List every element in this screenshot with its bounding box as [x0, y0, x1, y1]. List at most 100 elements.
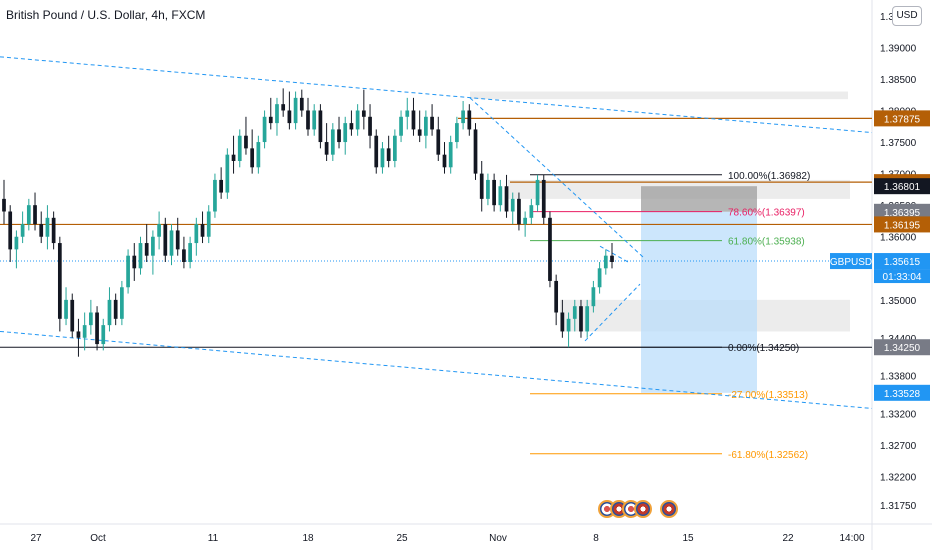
candle-body	[399, 116, 403, 136]
x-tick-label: 22	[782, 533, 794, 544]
candle-body	[281, 104, 286, 111]
candle-body	[219, 179, 224, 193]
candle-body	[355, 110, 360, 130]
candle-body	[113, 299, 118, 319]
y-tick-label: 1.38500	[880, 75, 917, 86]
candle-body	[120, 287, 124, 319]
x-tick-label: 15	[682, 533, 694, 544]
x-tick-label: 8	[593, 533, 599, 544]
symbol-label: GBPUSD	[830, 257, 872, 268]
candle-body	[411, 110, 416, 130]
fib-level-label: -61.80%(1.32562)	[728, 450, 808, 461]
y-tick-label: 1.31750	[880, 501, 917, 512]
candle-body	[175, 230, 180, 250]
candle-body	[430, 116, 434, 130]
candle-body	[473, 129, 478, 174]
candle-body	[2, 198, 6, 212]
candle-body	[57, 243, 62, 319]
candle-body	[517, 198, 521, 225]
candle-body	[151, 236, 155, 256]
candle-body	[138, 243, 143, 269]
x-tick-label: 27	[30, 533, 42, 544]
price-label-tag	[874, 339, 930, 356]
candle-body	[262, 116, 267, 143]
candle-body	[293, 97, 298, 124]
candle-body	[504, 186, 509, 212]
candle-body	[529, 205, 534, 218]
countdown-tag	[874, 269, 930, 284]
y-tick-label: 1.35000	[880, 296, 917, 307]
candle-body	[76, 331, 81, 338]
candle-body	[237, 135, 242, 161]
candle-body	[33, 205, 37, 225]
x-tick-label: 14:00	[839, 533, 864, 544]
price-label-text: 1.36195	[884, 220, 921, 231]
candle-body	[64, 299, 68, 319]
candle-body	[610, 255, 614, 262]
countdown-text: 01:33:04	[883, 272, 922, 283]
candle-body	[206, 211, 211, 237]
price-label-text: 1.36395	[884, 208, 921, 219]
candle-body	[324, 142, 329, 155]
candle-body	[523, 217, 528, 225]
candle-body	[95, 312, 99, 345]
candle-body	[498, 186, 503, 206]
fib-level-label: -27.00%(1.33513)	[728, 390, 808, 401]
candle-body	[479, 173, 484, 199]
price-label-tag	[874, 110, 930, 127]
candle-body	[554, 280, 559, 313]
candle-body	[343, 123, 348, 143]
candle-body	[231, 154, 236, 161]
candle-body	[603, 255, 608, 269]
candle-body	[169, 230, 174, 256]
x-tick-label: 25	[396, 533, 408, 544]
price-label-text: 1.33528	[884, 389, 921, 400]
y-tick-label: 1.33200	[880, 410, 917, 421]
candle-body	[14, 236, 19, 250]
x-tick-label: Nov	[489, 533, 507, 544]
price-label-text: 1.35615	[884, 257, 921, 268]
candle-body	[157, 224, 161, 237]
candle-body	[405, 110, 410, 117]
currency-selector[interactable]: USD	[892, 6, 922, 26]
symbol-tag	[830, 253, 872, 270]
fib-level-label: 100.00%(1.36982)	[728, 171, 810, 182]
trend-line	[599, 245, 629, 263]
y-tick-label: 1.32700	[880, 441, 917, 452]
trend-line	[0, 56, 873, 134]
candle-body	[448, 142, 453, 168]
x-tick-label: Oct	[90, 533, 106, 544]
price-label-tag	[874, 178, 930, 195]
trend-line	[469, 97, 646, 260]
candle-body	[486, 179, 490, 199]
us-flag-icon[interactable]	[660, 500, 678, 518]
economic-events[interactable]	[598, 500, 678, 520]
candle-body	[287, 110, 292, 124]
candle-body	[107, 299, 112, 326]
candle-body	[144, 243, 149, 256]
candle-body	[417, 129, 422, 136]
candle-body	[194, 224, 199, 244]
price-label-tag	[874, 203, 930, 220]
us-flag-icon[interactable]	[634, 500, 652, 518]
candle-body	[51, 217, 56, 244]
fib-level-label: 78.60%(1.36397)	[728, 208, 805, 219]
candle-body	[436, 129, 441, 155]
position-stop-zone	[641, 186, 757, 212]
candle-body	[200, 224, 205, 237]
candle-body	[380, 148, 385, 168]
price-label-text: 1.36801	[884, 182, 921, 193]
candle-body	[349, 123, 354, 130]
candle-body	[256, 142, 261, 168]
candle-body	[101, 325, 106, 345]
candle-body	[213, 179, 217, 212]
y-tick-label: 1.37500	[880, 138, 917, 149]
candle-body	[20, 224, 25, 237]
candle-body	[39, 224, 44, 237]
price-label-tag	[874, 384, 930, 401]
candle-body	[386, 148, 391, 161]
candle-body	[70, 299, 75, 332]
candle-body	[318, 110, 323, 143]
candle-body	[250, 148, 255, 168]
